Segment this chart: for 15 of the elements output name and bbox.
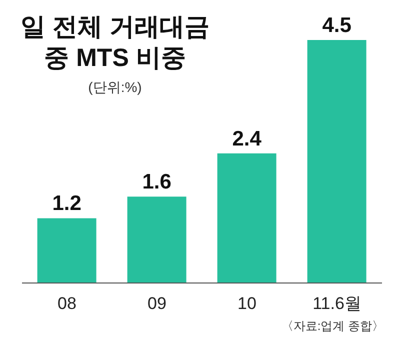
x-tick-label: 11.6월 xyxy=(312,294,362,314)
data-label: 1.2 xyxy=(52,192,82,216)
x-tick-label: 08 xyxy=(58,294,76,314)
bar xyxy=(307,40,366,283)
data-label: 2.4 xyxy=(232,127,262,150)
bar xyxy=(37,218,96,283)
x-tick-label: 09 xyxy=(148,294,166,314)
data-label: 4.5 xyxy=(322,14,352,37)
data-label: 1.6 xyxy=(142,170,172,194)
chart-title: 일 전체 거래대금 중 MTS 비중 xyxy=(20,12,210,74)
bar xyxy=(217,153,276,283)
x-tick-label: 10 xyxy=(238,294,256,314)
text: 〈자료:업계 종합〉 xyxy=(281,318,384,335)
bar xyxy=(127,196,186,283)
text: (단위:%) xyxy=(87,79,143,97)
